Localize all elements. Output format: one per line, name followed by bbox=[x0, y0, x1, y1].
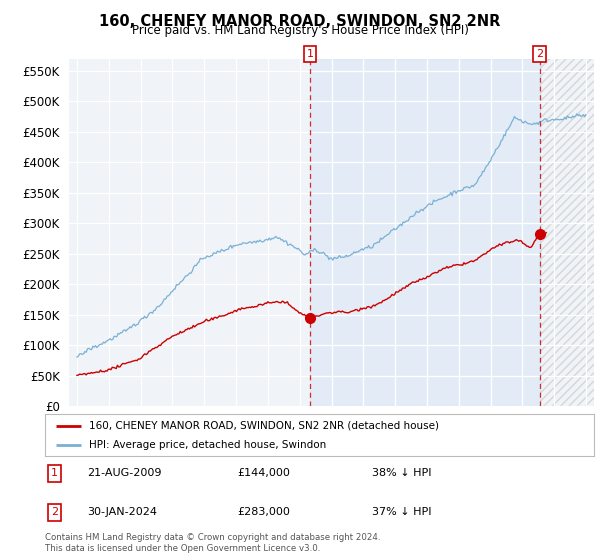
Text: Contains HM Land Registry data © Crown copyright and database right 2024.
This d: Contains HM Land Registry data © Crown c… bbox=[45, 533, 380, 553]
Bar bbox=[310, 59, 539, 406]
Text: £144,000: £144,000 bbox=[237, 468, 290, 478]
Text: Price paid vs. HM Land Registry's House Price Index (HPI): Price paid vs. HM Land Registry's House … bbox=[131, 24, 469, 37]
Text: 2: 2 bbox=[51, 507, 58, 517]
Text: 30-JAN-2024: 30-JAN-2024 bbox=[87, 507, 157, 517]
Text: 21-AUG-2009: 21-AUG-2009 bbox=[87, 468, 161, 478]
Text: 38% ↓ HPI: 38% ↓ HPI bbox=[372, 468, 431, 478]
Text: 2: 2 bbox=[536, 49, 543, 59]
Bar bbox=[539, 59, 594, 406]
Text: 1: 1 bbox=[51, 468, 58, 478]
Text: 160, CHENEY MANOR ROAD, SWINDON, SN2 2NR: 160, CHENEY MANOR ROAD, SWINDON, SN2 2NR bbox=[100, 14, 500, 29]
Text: £283,000: £283,000 bbox=[237, 507, 290, 517]
Text: 160, CHENEY MANOR ROAD, SWINDON, SN2 2NR (detached house): 160, CHENEY MANOR ROAD, SWINDON, SN2 2NR… bbox=[89, 421, 439, 431]
Text: HPI: Average price, detached house, Swindon: HPI: Average price, detached house, Swin… bbox=[89, 440, 326, 450]
Text: 1: 1 bbox=[307, 49, 313, 59]
Bar bbox=[539, 59, 594, 406]
Text: 37% ↓ HPI: 37% ↓ HPI bbox=[372, 507, 431, 517]
